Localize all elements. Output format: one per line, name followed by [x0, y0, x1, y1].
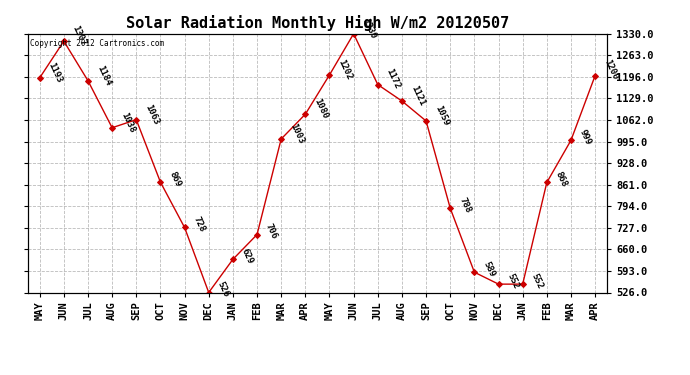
Text: 706: 706: [264, 222, 279, 241]
Text: 1121: 1121: [409, 84, 426, 107]
Text: 1080: 1080: [313, 97, 330, 120]
Text: 589: 589: [482, 260, 496, 278]
Title: Solar Radiation Monthly High W/m2 20120507: Solar Radiation Monthly High W/m2 201205…: [126, 15, 509, 31]
Text: 1038: 1038: [119, 111, 137, 134]
Text: 1003: 1003: [288, 122, 306, 145]
Text: 788: 788: [457, 196, 472, 214]
Text: 552: 552: [506, 272, 520, 290]
Text: 1184: 1184: [95, 64, 112, 87]
Text: 1307: 1307: [71, 24, 88, 47]
Text: 1172: 1172: [385, 68, 402, 91]
Text: 1063: 1063: [144, 102, 161, 126]
Text: 1200: 1200: [602, 58, 620, 82]
Text: 1059: 1059: [433, 104, 451, 127]
Text: 869: 869: [168, 170, 182, 188]
Text: 526: 526: [216, 280, 230, 298]
Text: 629: 629: [240, 247, 255, 266]
Text: 999: 999: [578, 128, 593, 147]
Text: 1193: 1193: [47, 61, 64, 84]
Text: 728: 728: [192, 215, 206, 234]
Text: 1202: 1202: [337, 58, 354, 81]
Text: 1330: 1330: [361, 16, 378, 40]
Text: Copyright 2012 Cartronics.com: Copyright 2012 Cartronics.com: [30, 39, 165, 48]
Text: 868: 868: [554, 170, 569, 189]
Text: 552: 552: [530, 272, 544, 290]
